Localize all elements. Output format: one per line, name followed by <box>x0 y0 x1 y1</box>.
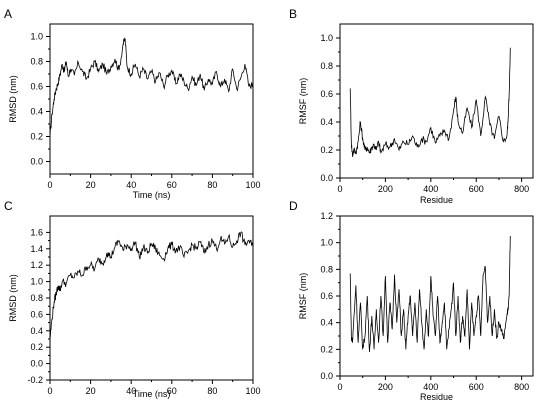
y-tick-label: 0.0 <box>320 173 333 183</box>
x-axis-label: Time (ns) <box>133 190 171 200</box>
x-tick-label: 0 <box>47 180 52 190</box>
plot-frame <box>339 23 534 179</box>
panel-b: 0 200 400 600 800 0.0 0.2 0.4 0.6 0.8 1.0 Residue RM… <box>289 7 534 205</box>
series-line <box>349 235 511 353</box>
x-tick-label: 20 <box>86 180 96 190</box>
plot-frame <box>339 215 534 377</box>
panel-a: 0 20 40 60 80 100 0.0 0.2 0.4 0.6 0.8 1.0 Time (ns) R… <box>4 7 261 200</box>
series-line <box>49 231 254 340</box>
series-line <box>349 47 511 157</box>
x-tick-label: 100 <box>245 180 260 190</box>
panel-letter: B <box>289 7 297 21</box>
y-tick-label: 1.0 <box>320 33 333 43</box>
panel-letter: D <box>289 199 298 213</box>
x-tick-label: 600 <box>469 382 484 392</box>
series-line <box>49 37 254 137</box>
y-tick-label: 0.6 <box>30 82 43 92</box>
y-tick-label: 0.4 <box>30 326 43 336</box>
y-tick-label: 0.4 <box>30 107 43 117</box>
x-tick-label: 60 <box>167 180 177 190</box>
x-axis-label: Residue <box>420 195 453 205</box>
y-tick-label: 0.0 <box>30 359 43 369</box>
panel-c: 0 20 40 60 80 100 -0.2 0.0 0.2 0.4 0.6 0.8 1.0 1.2 1.4… <box>4 199 261 399</box>
y-tick-label: 0.2 <box>30 342 43 352</box>
y-axis-label: RMSD (nm) <box>8 274 18 322</box>
x-tick-label: 0 <box>337 184 342 194</box>
y-tick-label: 0.0 <box>320 371 333 381</box>
panel-d: 0 200 400 600 800 0.0 0.2 0.4 0.6 0.8 1.0 1.2 Residu… <box>289 199 534 402</box>
x-tick-label: 80 <box>207 180 217 190</box>
y-tick-label: 0.8 <box>320 264 333 274</box>
y-tick-label: 0.4 <box>320 318 333 328</box>
y-tick-label: 1.0 <box>30 32 43 42</box>
y-tick-label: -0.2 <box>27 375 43 385</box>
y-tick-label: 0.6 <box>30 309 43 319</box>
x-tick-label: 40 <box>126 180 136 190</box>
y-tick-label: 1.0 <box>30 277 43 287</box>
x-axis-label: Time (ns) <box>133 389 171 399</box>
y-tick-label: 0.8 <box>320 61 333 71</box>
y-tick-label: 0.2 <box>320 145 333 155</box>
y-tick-label: 0.2 <box>30 132 43 142</box>
y-tick-label: 0.0 <box>30 157 43 167</box>
panel-letter: A <box>4 7 12 21</box>
x-tick-label: 40 <box>126 386 136 396</box>
y-axis-label: RMSF (nm) <box>298 273 308 320</box>
x-tick-label: 200 <box>378 184 393 194</box>
x-tick-label: 100 <box>245 386 260 396</box>
plot-frame <box>49 23 254 175</box>
panel-letter: C <box>4 199 13 213</box>
x-tick-label: 600 <box>469 184 484 194</box>
x-tick-label: 400 <box>423 382 438 392</box>
x-tick-label: 20 <box>86 386 96 396</box>
y-tick-label: 0.6 <box>320 291 333 301</box>
x-tick-label: 80 <box>207 386 217 396</box>
y-tick-label: 0.6 <box>320 89 333 99</box>
x-tick-label: 0 <box>47 386 52 396</box>
y-tick-label: 0.8 <box>30 293 43 303</box>
x-tick-label: 60 <box>167 386 177 396</box>
y-tick-label: 1.4 <box>30 244 43 254</box>
x-tick-label: 200 <box>378 382 393 392</box>
y-tick-label: 1.2 <box>320 211 333 221</box>
x-tick-label: 800 <box>514 184 529 194</box>
x-axis-label: Residue <box>420 392 453 402</box>
x-tick-label: 800 <box>514 382 529 392</box>
y-axis-label: RMSD (nm) <box>8 75 18 123</box>
y-tick-label: 0.4 <box>320 117 333 127</box>
y-tick-label: 0.8 <box>30 57 43 67</box>
x-tick-label: 0 <box>337 382 342 392</box>
y-tick-label: 0.2 <box>320 344 333 354</box>
y-tick-label: 1.2 <box>30 260 43 270</box>
x-tick-label: 400 <box>423 184 438 194</box>
y-tick-label: 1.6 <box>30 227 43 237</box>
y-tick-label: 1.0 <box>320 238 333 248</box>
y-axis-label: RMSF (nm) <box>298 78 308 125</box>
